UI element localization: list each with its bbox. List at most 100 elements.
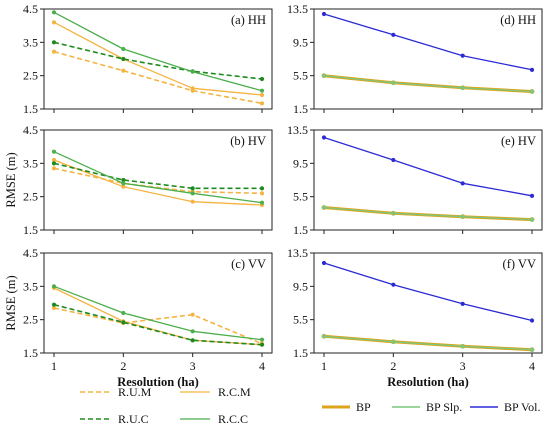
y-tick-label: 5.5 [293,69,308,83]
data-point-bp-slp- [460,344,465,349]
legend-label: BP [356,400,371,414]
data-point-r-c-c [190,191,195,196]
data-point-r-c-m [51,157,57,163]
data-point-r-c-c [51,149,57,154]
y-tick-label: 5.5 [293,190,308,204]
x-tick-label: 2 [390,359,396,373]
data-point-r-u-m [51,166,57,171]
data-point-r-c-c [259,200,265,205]
y-tick-label: 13.5 [287,123,308,137]
series-line-bp-slp- [323,206,533,221]
panel-label: (e) HV [501,134,536,148]
data-point-r-u-c [51,161,57,166]
data-point-bp-vol- [391,282,396,287]
y-tick-label: 1.5 [23,223,38,237]
series-line-bp-vol- [323,262,533,322]
series-line-r-u-m [53,50,263,105]
series-line-r-u-c [53,41,263,80]
y-tick-label: 13.5 [287,2,308,16]
data-point-bp-vol- [321,11,327,17]
panel-label: (d) HH [500,13,536,27]
data-point-bp-slp- [529,347,535,352]
data-point-bp-slp- [321,205,327,210]
y-tick-label: 3.5 [23,156,38,170]
data-point-bp-slp- [460,214,465,219]
data-point-r-c-m [190,86,195,91]
legend-label: R.C.C [218,412,248,426]
series-line-r-c-m [53,21,263,96]
x-tick-label: 3 [190,359,196,373]
series-line-r-c-c [53,285,263,341]
data-point-r-c-c [121,46,126,52]
data-point-r-u-m [190,312,195,317]
data-point-r-c-m [259,92,265,98]
y-axis-title: RMSE (m) [4,275,18,330]
y-axis-title: RMSE (m) [4,152,18,207]
series-line-r-c-c [53,151,263,204]
data-point-r-c-c [121,181,126,186]
data-point-bp-vol- [391,157,396,163]
plot-frame [43,252,273,354]
y-tick-label: 1.5 [23,102,38,116]
data-point-r-u-c [51,40,57,45]
data-point-r-u-c [190,186,195,191]
data-point-r-u-c [121,320,126,325]
y-tick-label: 1.5 [293,102,308,116]
data-point-bp-vol- [460,301,465,306]
y-tick-label: 3.5 [23,35,38,49]
y-tick-label: 1.5 [293,223,308,237]
data-point-r-c-c [190,69,195,74]
data-point-bp-slp- [529,89,535,94]
series-line-r-u-c [53,162,262,190]
data-point-bp-slp- [391,211,396,216]
series-line-bp-slp- [323,335,533,351]
data-point-bp-vol- [391,32,396,37]
data-point-r-u-m [51,49,57,54]
series-line-r-c-c [53,11,263,92]
x-axis-title: Resolution (ha) [117,375,199,389]
series-line-r-u-c [53,303,263,346]
legend-label: R.C.M [218,385,251,399]
data-point-bp-slp- [529,217,535,222]
y-tick-label: 2.5 [23,69,38,83]
series-line-bp-slp- [323,75,533,93]
panel-label: (b) HV [230,134,266,148]
x-tick-label: 3 [460,359,466,373]
data-point-r-u-m [259,191,265,196]
data-point-r-u-c [259,76,265,82]
data-point-r-u-c [259,342,265,347]
data-point-r-c-m [51,20,57,25]
plot-frame [313,129,543,231]
y-tick-label: 4.5 [23,2,38,16]
data-point-r-u-m [259,101,265,106]
panel-label: (a) HH [231,13,266,27]
data-point-bp-vol- [460,181,465,186]
legend-label: R.U.M [118,385,152,399]
data-point-r-c-c [51,10,57,15]
panel-label: (f) VV [503,257,536,271]
y-tick-label: 5.5 [293,313,308,327]
data-point-r-c-c [190,329,195,334]
y-tick-label: 2.5 [23,190,38,204]
data-point-bp-vol- [529,318,535,323]
data-point-r-u-c [51,302,57,307]
data-point-bp-vol- [321,135,327,140]
data-point-r-u-c [190,338,195,343]
x-tick-label: 4 [529,359,535,373]
legend-label: BP Slp. [426,400,462,414]
plot-frame [313,252,543,354]
plot-frame [43,129,273,231]
data-point-r-u-m [51,305,57,311]
series-line-bp [323,74,533,93]
x-axis-title: Resolution (ha) [387,375,469,389]
series-line-r-c-m [53,159,263,206]
data-point-r-u-c [259,186,265,191]
y-tick-label: 2.5 [23,313,38,327]
x-tick-label: 1 [51,359,57,373]
data-point-r-c-m [121,184,126,189]
series-line-bp-vol- [323,136,533,197]
data-point-r-c-m [190,199,195,204]
data-point-r-u-c [121,177,126,183]
y-tick-label: 9.5 [293,279,308,293]
